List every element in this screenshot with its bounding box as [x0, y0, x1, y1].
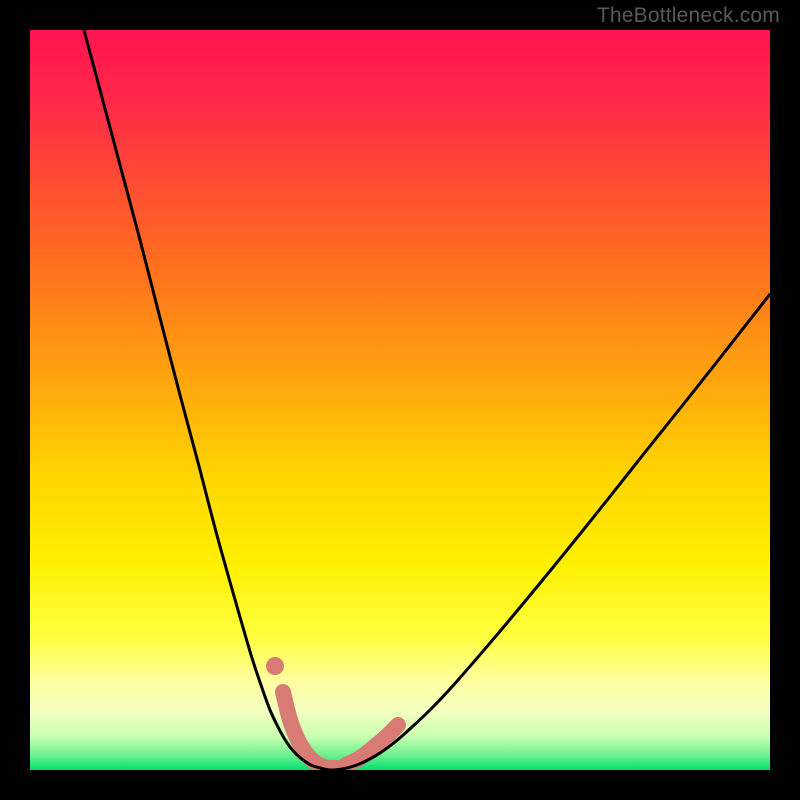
plot-area	[30, 30, 770, 770]
watermark-text: TheBottleneck.com	[597, 4, 780, 28]
accent-segments	[266, 657, 398, 768]
bottleneck-curve	[30, 30, 770, 770]
main-curve-path	[84, 30, 770, 770]
